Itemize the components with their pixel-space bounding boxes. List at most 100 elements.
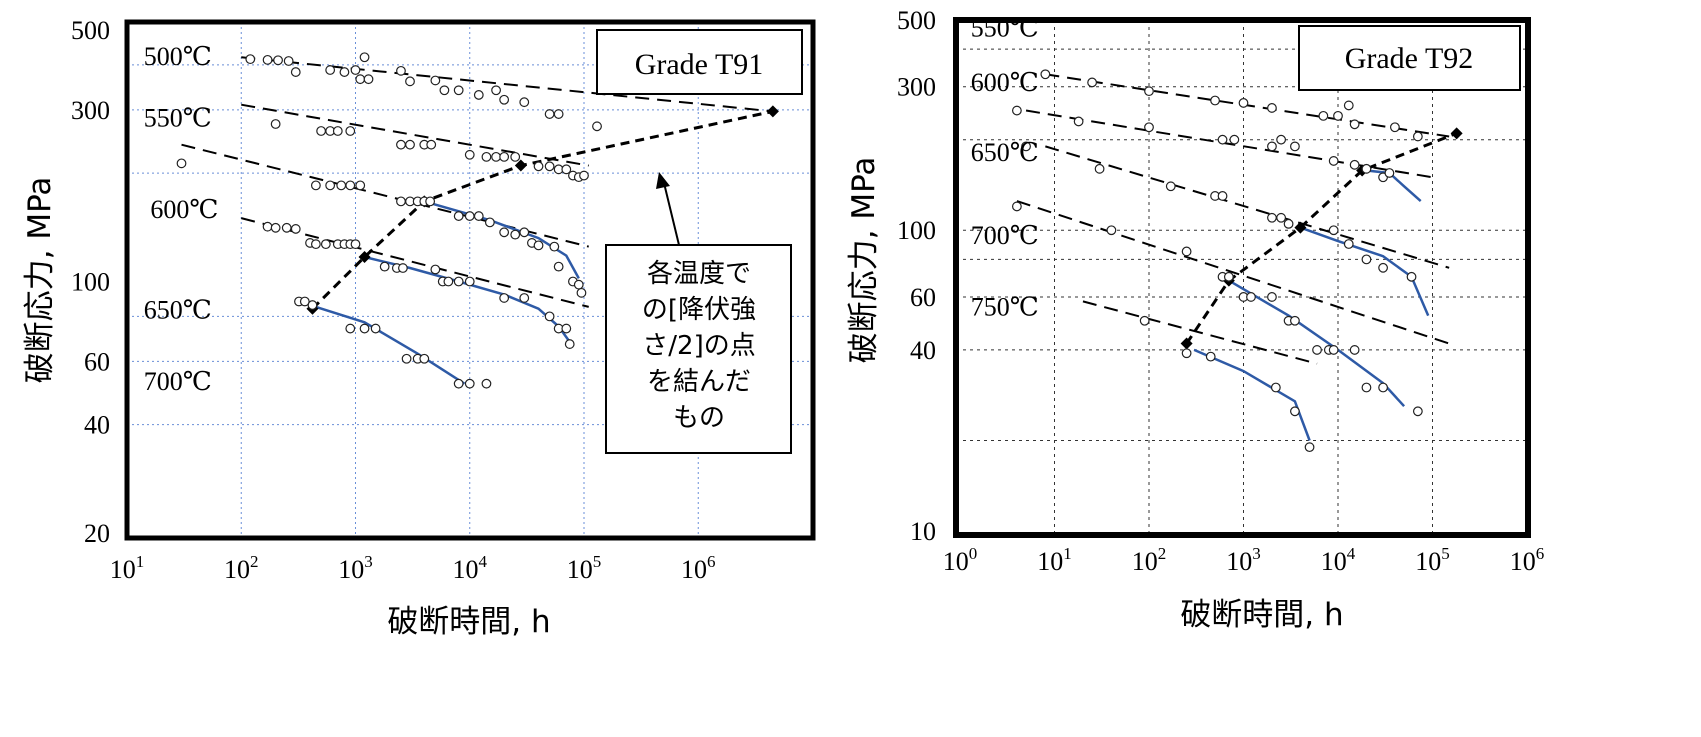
data-point-600C-t91	[425, 196, 436, 207]
data-point-500C-t91	[245, 54, 256, 65]
data-point-500C-t91	[439, 85, 450, 96]
data-point-550C-t91	[316, 126, 327, 136]
data-point-550C-t91	[499, 151, 510, 162]
chart-title-t92: Grade T92	[1345, 42, 1474, 75]
temperature-label-500C-t91: 500℃	[144, 42, 212, 71]
blue-curves-t91	[309, 200, 580, 385]
y-tick-label-t91: 20	[84, 519, 110, 548]
temperature-label-650C-t92: 650℃	[971, 138, 1039, 167]
data-point-750C-t92	[1205, 351, 1216, 362]
data-point-550C-t92	[1333, 110, 1343, 121]
data-point-600C-t91	[355, 180, 366, 191]
temperature-label-550C-t91: 550℃	[144, 103, 212, 132]
data-point-650C-t91	[544, 311, 555, 322]
data-point-700C-t91	[453, 378, 464, 389]
data-point-650C-t91	[320, 239, 331, 250]
data-point-600C-t91	[473, 211, 484, 221]
data-point-650C-t91	[290, 224, 301, 234]
data-point-700C-t91	[419, 353, 430, 364]
data-point-750C-t92	[1270, 382, 1281, 393]
data-point-600C-t91	[325, 180, 336, 191]
y-tick-label-t92: 60	[910, 283, 936, 312]
data-point-500C-t91	[273, 55, 283, 66]
data-point-650C-t92	[1406, 271, 1417, 282]
data-point-700C-t92	[1223, 271, 1234, 282]
data-point-700C-t91	[359, 323, 370, 334]
data-point-600C-t91	[553, 261, 564, 272]
data-point-650C-t91	[561, 323, 572, 334]
y-tick-label-t92: 300	[897, 73, 936, 102]
data-point-700C-t92	[1361, 382, 1372, 393]
x-tick-label-t91: 105	[567, 552, 602, 584]
plot-frame-t91	[124, 19, 816, 541]
data-point-500C-t91	[553, 109, 564, 119]
data-point-600C-t91	[519, 227, 530, 238]
data-point-700C-t91	[464, 378, 475, 389]
data-point-500C-t91	[396, 65, 406, 76]
data-point-600C-t92	[1349, 159, 1360, 170]
y-tick-label-t91: 500	[71, 16, 110, 45]
data-point-550C-t91	[533, 161, 544, 172]
data-point-700C-t91	[401, 353, 412, 364]
yield-half-marker-t91	[766, 105, 779, 118]
data-point-550C-t92	[1343, 100, 1354, 111]
annotation-line: さ/2]の点	[642, 331, 755, 361]
y-tick-labels-t91: 20 40 60 100 300 500	[71, 16, 110, 548]
yield-half-marker-t92	[1180, 337, 1193, 350]
data-point-550C-t92	[1349, 119, 1360, 130]
annotation-line: の[降伏強	[642, 295, 756, 325]
data-point-700C-t92	[1267, 292, 1277, 302]
data-point-650C-t91	[310, 239, 321, 250]
data-point-550C-t91	[270, 119, 281, 129]
curve-650C-t92	[1299, 226, 1430, 317]
data-point-650C-t91	[350, 239, 361, 250]
fit-line-750C-t92	[1082, 300, 1318, 365]
plot-frame-t92	[953, 17, 1531, 538]
data-point-700C-t92	[1106, 225, 1117, 236]
data-point-550C-t91	[579, 170, 589, 181]
temperature-label-700C-t92: 700℃	[971, 221, 1039, 250]
data-point-650C-t92	[1094, 163, 1105, 174]
data-point-700C-t91	[370, 323, 381, 334]
temperature-label-600C-t91: 600℃	[150, 195, 218, 224]
data-point-650C-t91	[453, 276, 464, 287]
fit-line-550C-t91	[241, 103, 589, 167]
data-point-700C-t92	[1378, 382, 1388, 393]
curve-700C-t91	[309, 303, 466, 385]
data-point-600C-t91	[499, 227, 510, 238]
data-point-550C-t91	[405, 139, 415, 150]
x-tick-label-t91: 104	[453, 552, 488, 584]
data-point-600C-t91	[345, 180, 356, 191]
y-tick-label-t92: 500	[897, 6, 936, 35]
data-point-700C-t91	[345, 323, 356, 334]
y-tick-label-t91: 40	[84, 411, 110, 440]
data-point-600C-t92	[1144, 122, 1154, 133]
x-tick-labels-t92: 100 101 102 103 104 105 106	[943, 544, 1545, 576]
data-point-650C-t92	[1267, 212, 1277, 223]
data-point-500C-t91	[430, 75, 441, 86]
annotation-line: 各温度で	[647, 259, 751, 289]
data-point-500C-t91	[363, 74, 374, 85]
yield-half-marker-t91	[358, 250, 371, 263]
data-point-500C-t91	[359, 52, 370, 63]
data-point-600C-t91	[464, 211, 475, 221]
x-axis-label-t91: 破断時間, h	[387, 604, 550, 640]
y-tick-label-t92: 100	[897, 216, 936, 245]
data-point-600C-t91	[176, 158, 187, 169]
data-point-700C-t92	[1328, 345, 1339, 355]
data-point-500C-t91	[592, 121, 602, 132]
data-point-600C-t91	[484, 217, 495, 228]
x-tick-label-t92: 105	[1415, 544, 1450, 576]
data-point-650C-t91	[443, 276, 454, 287]
title-box-t91	[596, 29, 803, 95]
data-point-650C-t91	[281, 222, 292, 233]
data-point-550C-t92	[1318, 110, 1329, 121]
chart-t91: 500℃ 550℃ 600℃ 650℃ 700℃ Grade T91 101 102 103…	[22, 16, 816, 640]
data-point-650C-t92	[1276, 212, 1287, 223]
data-point-700C-t92	[1011, 201, 1022, 212]
data-point-500C-t91	[355, 74, 366, 85]
data-point-550C-t92	[1389, 122, 1400, 133]
blue-curves-t92	[1193, 169, 1430, 441]
data-point-700C-t92	[1290, 315, 1300, 326]
